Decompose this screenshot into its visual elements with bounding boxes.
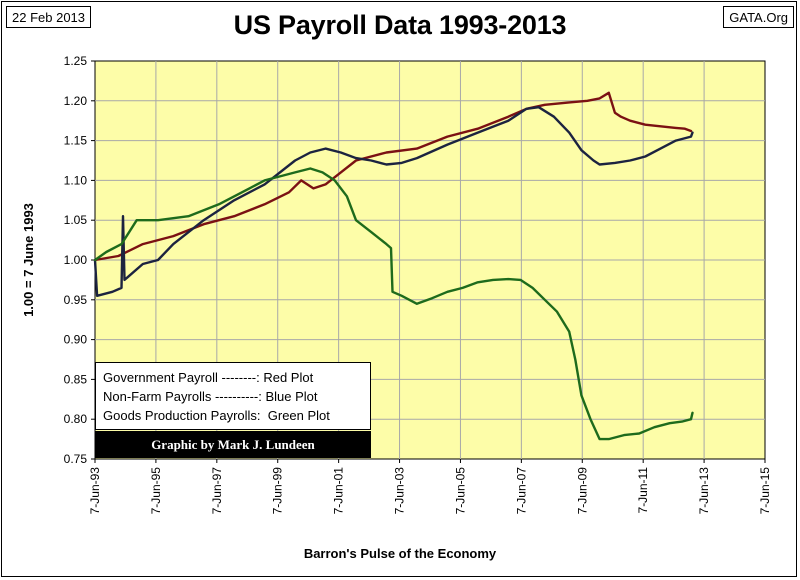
x-tick-label: 7-Jun-13 — [697, 467, 711, 515]
x-tick-label: 7-Jun-11 — [636, 467, 650, 514]
y-tick-label: 0.80 — [64, 412, 88, 426]
legend-entry-nonfarm: Non-Farm Payrolls ----------: Blue Plot — [103, 389, 318, 404]
legend-box: Government Payroll --------: Red Plot Non… — [95, 362, 371, 430]
chart-title: US Payroll Data 1993-2013 — [233, 10, 567, 40]
y-tick-label: 0.75 — [64, 452, 88, 466]
brand-label: GATA.Org — [723, 6, 794, 28]
x-tick-label: 7-Jun-95 — [149, 467, 163, 515]
series-group — [93, 91, 694, 441]
x-tick-label: 7-Jun-93 — [88, 467, 102, 515]
x-tick-label: 7-Jun-15 — [758, 467, 772, 515]
y-tick-label: 1.25 — [64, 54, 88, 68]
y-tick-label: 0.95 — [64, 293, 88, 307]
y-axis: 0.75 0.80 0.85 0.90 0.95 1.00 1.05 1.10 1.15 1.20… — [64, 54, 95, 466]
government-payroll-line — [93, 91, 693, 262]
x-axis: 7-Jun-93 7-Jun-95 7-Jun-97 7-Jun-99 7-Jun-01… — [88, 459, 772, 514]
x-tick-label: 7-Jun-97 — [210, 467, 224, 515]
x-tick-label: 7-Jun-99 — [271, 467, 285, 515]
x-tick-label: 7-Jun-07 — [514, 467, 528, 515]
legend-entry-government: Government Payroll --------: Red Plot — [103, 370, 314, 385]
date-label: 22 Feb 2013 — [6, 6, 92, 28]
goods-production-line — [93, 167, 694, 441]
x-tick-label: 7-Jun-09 — [575, 467, 589, 515]
y-tick-label: 1.00 — [64, 253, 88, 267]
y-tick-label: 0.90 — [64, 333, 88, 347]
y-axis-label: 1.00 = 7 June 1993 — [21, 203, 36, 317]
x-tick-label: 7-Jun-03 — [393, 467, 407, 515]
y-tick-label: 0.85 — [64, 372, 88, 386]
y-tick-label: 1.05 — [64, 213, 88, 227]
credit-banner: Graphic by Mark J. Lundeen — [95, 431, 371, 458]
legend-entry-goods: Goods Production Payrolls: Green Plot — [103, 408, 330, 423]
x-tick-label: 7-Jun-01 — [332, 467, 346, 515]
y-tick-label: 1.10 — [64, 173, 88, 187]
y-tick-label: 1.20 — [64, 94, 88, 108]
x-axis-label: Barron's Pulse of the Economy — [303, 546, 497, 561]
y-tick-label: 1.15 — [64, 134, 88, 148]
non-farm-payrolls-line — [93, 105, 694, 297]
x-tick-label: 7-Jun-05 — [453, 467, 467, 515]
